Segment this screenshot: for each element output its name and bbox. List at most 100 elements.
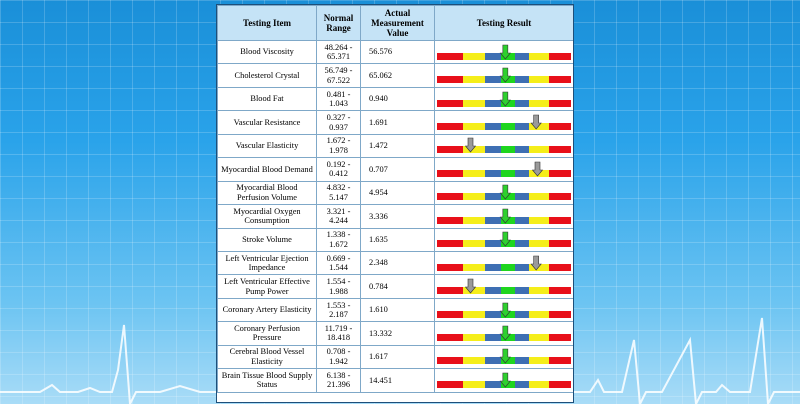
gauge-segment bbox=[515, 240, 529, 248]
testing-item-cell: Cholesterol Crystal bbox=[217, 63, 317, 88]
result-gauge bbox=[437, 114, 571, 131]
gauge-segment bbox=[485, 380, 501, 388]
testing-item-cell: Blood Viscosity bbox=[217, 39, 317, 65]
gauge-segment bbox=[437, 263, 463, 271]
gauge-marker-arrow bbox=[499, 325, 511, 341]
table-row: Vascular Elasticity 1.672 - 1.978 1.472 bbox=[217, 133, 573, 159]
gauge-segment bbox=[463, 357, 485, 365]
gauge-segment bbox=[463, 52, 485, 60]
gauge-marker-arrow bbox=[499, 208, 511, 224]
table-row: Coronary Perfusion Pressure 11.719 - 18.4… bbox=[217, 321, 573, 346]
table-row: Blood Fat 0.481 - 1.043 0.940 bbox=[217, 86, 573, 112]
result-gauge bbox=[437, 325, 571, 341]
gauge-marker-arrow bbox=[499, 231, 511, 247]
gauge-segment bbox=[437, 76, 463, 84]
gauge-segment bbox=[485, 216, 501, 224]
gauge-segment bbox=[463, 193, 485, 201]
header-testing-item: Testing Item bbox=[217, 5, 317, 41]
gauge-marker-arrow bbox=[499, 44, 511, 60]
gauge-segment bbox=[437, 169, 463, 177]
gauge-segment bbox=[549, 240, 571, 248]
gauge-segment bbox=[549, 287, 571, 295]
testing-result-cell bbox=[434, 250, 573, 276]
gauge-segment bbox=[463, 76, 485, 84]
gauge-segment bbox=[463, 216, 485, 224]
gauge-segment bbox=[437, 99, 463, 107]
gauge-segment bbox=[463, 263, 485, 271]
gauge-segment bbox=[437, 357, 463, 365]
testing-result-cell bbox=[434, 39, 573, 65]
header-normal-range: Normal Range bbox=[316, 5, 361, 41]
normal-range-cell: 0.708 - 1.942 bbox=[316, 344, 361, 370]
testing-item-cell: Myocardial Blood Perfusion Volume bbox=[217, 180, 317, 206]
normal-range-cell: 56.749 - 67.522 bbox=[316, 63, 361, 88]
table-row: Cholesterol Crystal 56.749 - 67.522 65.062 bbox=[217, 63, 573, 88]
gauge-segment bbox=[485, 169, 501, 177]
gauge-segment bbox=[529, 310, 549, 318]
normal-range-cell: 3.321 - 4.244 bbox=[316, 204, 361, 229]
gauge-segment bbox=[515, 287, 529, 295]
testing-item-cell: Coronary Artery Elasticity bbox=[217, 297, 317, 323]
testing-result-cell bbox=[434, 204, 573, 229]
result-gauge bbox=[437, 302, 571, 318]
gauge-segment bbox=[529, 216, 549, 224]
normal-range-cell: 48.264 - 65.371 bbox=[316, 39, 361, 65]
gauge-segment bbox=[485, 193, 501, 201]
table-row: Myocardial Oxygen Consumption 3.321 - 4.2… bbox=[217, 204, 573, 229]
testing-item-cell: Vascular Resistance bbox=[217, 110, 317, 135]
testing-result-cell bbox=[434, 180, 573, 206]
gauge-marker-arrow bbox=[464, 138, 477, 153]
table-row: Coronary Artery Elasticity 1.553 - 2.187 1… bbox=[217, 297, 573, 323]
testing-result-cell bbox=[434, 157, 573, 182]
result-gauge bbox=[437, 208, 571, 224]
gauge-segment bbox=[529, 287, 549, 295]
gauge-segment bbox=[529, 123, 549, 131]
result-gauge bbox=[437, 161, 571, 177]
testing-result-cell bbox=[434, 321, 573, 346]
table-row: Stroke Volume 1.338 - 1.672 1.635 bbox=[217, 227, 573, 252]
result-gauge bbox=[437, 91, 571, 107]
gauge-segment bbox=[549, 99, 571, 107]
testing-result-cell bbox=[434, 297, 573, 323]
gauge-segment bbox=[501, 216, 515, 224]
gauge-segment bbox=[501, 169, 515, 177]
gauge-segment bbox=[515, 380, 529, 388]
actual-value-cell: 1.617 bbox=[360, 344, 435, 370]
gauge-segment bbox=[485, 52, 501, 60]
table-header-row: Testing Item Normal Range Actual Measure… bbox=[217, 5, 573, 41]
gauge-segment bbox=[549, 146, 571, 154]
gauge-segment bbox=[463, 99, 485, 107]
testing-result-cell bbox=[434, 344, 573, 370]
gauge-segment bbox=[437, 216, 463, 224]
actual-value-cell: 1.635 bbox=[360, 227, 435, 252]
testing-result-cell bbox=[434, 368, 573, 393]
gauge-marker-arrow bbox=[499, 67, 511, 83]
gauge-marker-arrow bbox=[464, 278, 477, 294]
testing-result-cell bbox=[434, 133, 573, 159]
table-row: Myocardial Blood Demand 0.192 - 0.412 0.70… bbox=[217, 157, 573, 182]
testing-result-cell bbox=[434, 86, 573, 112]
result-gauge bbox=[437, 231, 571, 248]
normal-range-cell: 0.481 - 1.043 bbox=[316, 86, 361, 112]
gauge-segment bbox=[437, 240, 463, 248]
gauge-marker-arrow bbox=[499, 185, 511, 200]
actual-value-cell: 13.332 bbox=[360, 321, 435, 346]
gauge-segment bbox=[485, 240, 501, 248]
gauge-segment bbox=[515, 263, 529, 271]
gauge-segment bbox=[549, 52, 571, 60]
gauge-segment bbox=[485, 333, 501, 341]
gauge-segment bbox=[501, 333, 515, 341]
result-gauge bbox=[437, 278, 571, 295]
gauge-segment bbox=[485, 263, 501, 271]
actual-value-cell: 1.472 bbox=[360, 133, 435, 159]
normal-range-cell: 11.719 - 18.418 bbox=[316, 321, 361, 346]
testing-item-cell: Cerebral Blood Vessel Elasticity bbox=[217, 344, 317, 370]
testing-item-cell: Brain Tissue Blood Supply Status bbox=[217, 368, 317, 393]
gauge-segment bbox=[529, 380, 549, 388]
gauge-segment bbox=[463, 380, 485, 388]
gauge-segment bbox=[501, 310, 515, 318]
gauge-segment bbox=[529, 263, 549, 271]
gauge-marker-arrow bbox=[530, 255, 542, 271]
result-gauge bbox=[437, 44, 571, 60]
gauge-segment bbox=[437, 52, 463, 60]
